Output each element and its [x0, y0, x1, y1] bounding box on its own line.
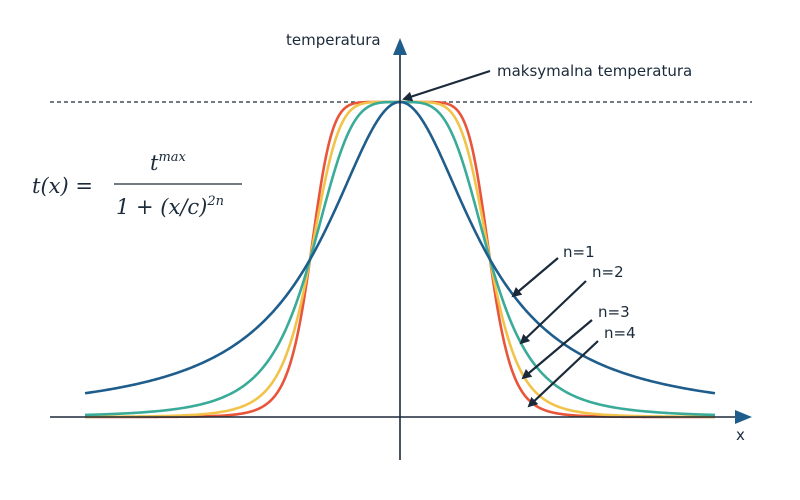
x-axis-arrowhead — [735, 410, 752, 424]
y-axis-arrowhead — [393, 38, 407, 55]
series-label-n3: n=3 — [598, 303, 630, 321]
series-label-n1: n=1 — [563, 243, 595, 261]
series-arrow-n2 — [519, 280, 587, 345]
formula: t(x) = tmax 1 + (x/c)2n — [32, 150, 242, 219]
series-label-n4: n=4 — [604, 324, 636, 342]
x-axis-label: x — [736, 426, 745, 444]
annotation-arrow — [402, 69, 491, 102]
series-labels: n=1 n=2 n=3 n=4 — [511, 243, 636, 408]
y-axis-label: temperatura — [286, 31, 381, 49]
series-arrow-n4 — [527, 340, 599, 408]
series-arrow-n3 — [521, 319, 593, 380]
formula-denominator: 1 + (x/c)2n — [116, 194, 224, 219]
annotation-label: maksymalna temperatura — [497, 62, 692, 80]
series-label-n2: n=2 — [592, 263, 624, 281]
series-arrow-n1 — [511, 257, 559, 298]
formula-lhs: t(x) = — [32, 174, 93, 198]
formula-numerator: tmax — [150, 150, 187, 175]
